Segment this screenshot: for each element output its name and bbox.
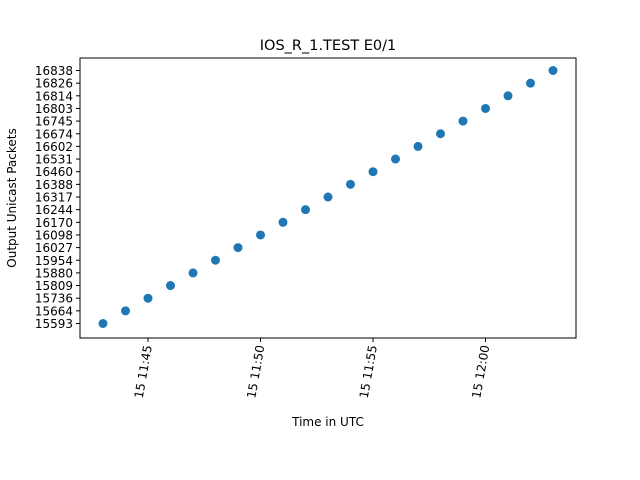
y-tick-label: 15954 [35,254,73,268]
y-tick-label: 16602 [35,140,73,154]
data-point [188,268,198,278]
y-tick-label: 16814 [35,89,73,103]
data-point [548,66,558,75]
plot-frame [79,57,577,339]
y-tick-label: 15736 [35,292,73,306]
y-tick-label: 16531 [35,153,73,167]
y-tick-label: 16674 [35,127,73,141]
data-point [121,306,130,316]
y-tick-label: 16317 [35,191,73,205]
data-point [301,205,310,215]
y-tick-label: 15664 [35,304,73,318]
data-point [481,103,490,113]
plot-area [79,57,577,339]
data-point [278,217,288,227]
y-tick-label: 16244 [35,203,73,217]
y-tick-label: 15809 [35,279,73,293]
data-point [211,255,220,265]
scatter-points [98,66,558,328]
data-point [346,179,355,189]
y-tick-label: 16838 [35,64,73,78]
data-point [256,230,265,240]
data-point [391,154,400,164]
y-tick-label: 16826 [35,77,73,91]
y-axis-label: Output Unicast Packets [5,128,19,267]
data-point [368,167,378,177]
y-tick-label: 16098 [35,228,73,242]
y-tick-label: 15880 [35,266,73,280]
data-point [143,293,153,303]
y-tick-label: 16027 [35,241,73,255]
data-point [166,281,175,291]
data-point [413,141,423,151]
y-tick-label: 16460 [35,165,73,179]
data-point [436,129,445,139]
data-point [98,319,108,328]
chart-title: IOS_R_1.TEST E0/1 [260,38,397,54]
y-axis-ticks: 1559315664157361580915880159541602716098… [35,64,80,331]
data-point [503,91,513,101]
data-point [233,243,243,253]
data-point [323,192,333,202]
x-axis-label: Time in UTC [291,415,364,429]
data-point [458,116,468,126]
y-tick-label: 16745 [35,115,73,129]
y-tick-label: 16803 [35,102,73,116]
y-tick-label: 16170 [35,216,73,230]
data-point [526,78,535,88]
y-tick-label: 16388 [35,178,73,192]
y-tick-label: 15593 [35,317,73,331]
